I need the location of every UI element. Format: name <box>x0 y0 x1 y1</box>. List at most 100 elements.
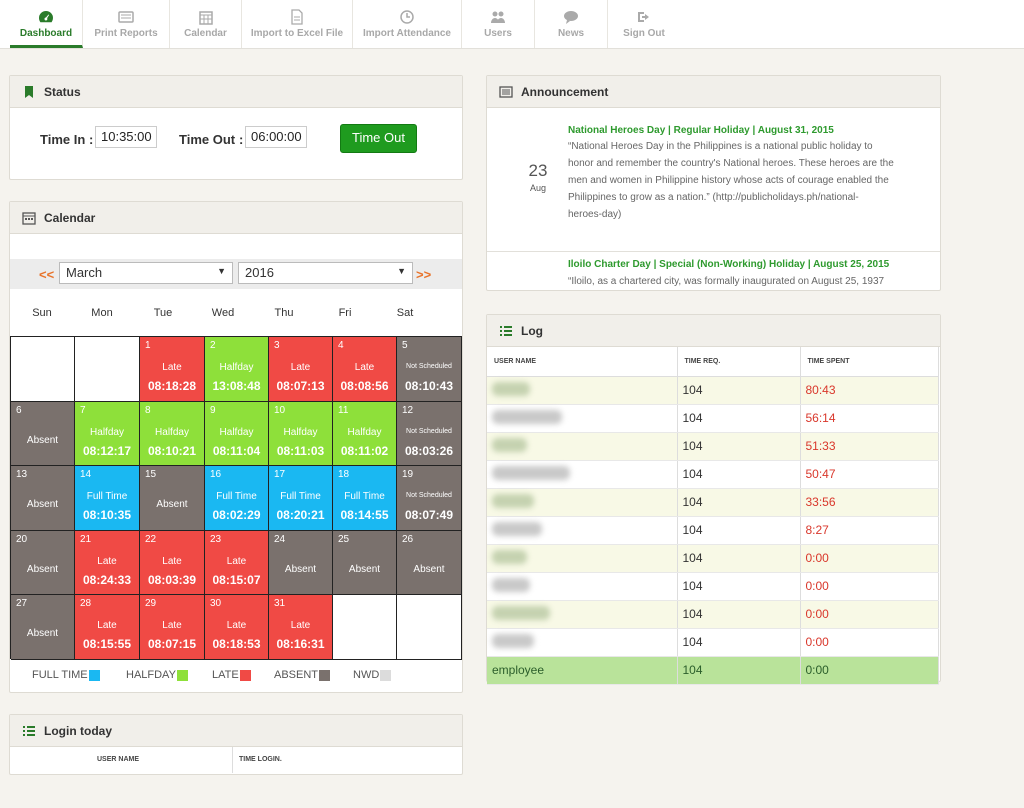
divider <box>232 747 233 773</box>
calendar-day-cell[interactable]: 8 Halfday 08:10:21 <box>140 401 205 467</box>
legend-item: NWD <box>353 669 392 681</box>
nav-users[interactable]: Users <box>462 0 535 48</box>
user-name-cell <box>487 404 678 433</box>
calendar-icon <box>198 11 213 25</box>
table-row[interactable]: 104 50:47 <box>487 460 939 489</box>
table-row[interactable]: 104 51:33 <box>487 432 939 461</box>
nav-sign-out[interactable]: Sign Out <box>608 0 680 48</box>
calendar-day-cell[interactable]: 20 Absent <box>11 530 75 596</box>
year-select[interactable]: 2016 ▼ <box>238 262 413 284</box>
next-month-button[interactable]: >> <box>416 267 432 282</box>
user-name-cell <box>487 488 678 517</box>
calendar-day-cell[interactable]: 22 Late 08:03:39 <box>140 530 205 596</box>
redacted-name <box>492 437 527 452</box>
calendar-day-cell[interactable]: 28 Late 08:15:55 <box>75 595 140 660</box>
calendar-day-cell[interactable]: 17 Full Time 08:20:21 <box>269 466 333 531</box>
panel-title: Login today <box>44 723 112 738</box>
calendar-day-cell[interactable]: 24 Absent <box>269 530 333 596</box>
day-number: 18 <box>338 469 350 481</box>
month-value: March <box>66 265 103 280</box>
panel-header: Calendar <box>10 202 462 234</box>
table-row[interactable]: 104 33:56 <box>487 488 939 517</box>
nav-label: Dashboard <box>19 28 73 39</box>
prev-month-button[interactable]: << <box>39 267 55 282</box>
day-of-week-label: Fri <box>338 307 352 319</box>
redacted-name <box>492 465 570 480</box>
calendar-day-cell[interactable]: 12 Not Scheduled 08:03:26 <box>397 401 462 467</box>
time-out-button[interactable]: Time Out <box>340 124 417 153</box>
day-number: 11 <box>338 404 349 416</box>
calendar-day-cell[interactable]: 2 Halfday 13:08:48 <box>205 337 269 402</box>
calendar-day-cell[interactable]: 9 Halfday 08:11:04 <box>205 401 269 467</box>
calendar-day-cell[interactable]: 14 Full Time 08:10:35 <box>75 466 140 531</box>
calendar-day-cell[interactable]: 6 Absent <box>11 401 75 467</box>
calendar-day-cell[interactable]: 3 Late 08:07:13 <box>269 337 333 402</box>
calendar-day-cell[interactable]: 5 Not Scheduled 08:10:43 <box>397 337 462 402</box>
status-panel: Status Time In : 10:35:00 Time Out : 06:… <box>9 75 463 180</box>
day-number: 31 <box>274 598 286 610</box>
time-in-field[interactable]: 10:35:00 <box>95 126 157 148</box>
nav-print-reports[interactable]: Print Reports <box>83 0 170 48</box>
user-name-cell <box>487 628 678 657</box>
table-row[interactable]: 104 0:00 <box>487 600 939 629</box>
calendar-day-cell[interactable]: 27 Absent <box>11 595 75 660</box>
list-icon <box>500 325 512 336</box>
time-spent-cell: 80:43 <box>800 376 939 405</box>
time-out-field[interactable]: 06:00:00 <box>245 126 307 148</box>
calendar-day-cell[interactable]: 26 Absent <box>397 530 462 596</box>
day-time: 08:11:04 <box>212 443 261 458</box>
legend-item: LATE <box>212 669 251 681</box>
table-row[interactable]: 104 0:00 <box>487 544 939 573</box>
calendar-day-cell[interactable]: 18 Full Time 08:14:55 <box>333 466 397 531</box>
announcement-title[interactable]: National Heroes Day | Regular Holiday | … <box>568 125 834 136</box>
calendar-day-cell[interactable]: 7 Halfday 08:12:17 <box>75 401 140 467</box>
calendar-day-cell[interactable]: 11 Halfday 08:11:02 <box>333 401 397 467</box>
login-today-panel: Login today USER NAME TIME LOGIN. <box>9 714 463 775</box>
calendar-empty-cell <box>333 595 397 660</box>
table-row[interactable]: 104 8:27 <box>487 516 939 545</box>
calendar-day-cell[interactable]: 23 Late 08:15:07 <box>205 530 269 596</box>
table-row[interactable]: 104 0:00 <box>487 572 939 601</box>
nav-news[interactable]: News <box>535 0 608 48</box>
day-number: 28 <box>80 598 92 610</box>
table-row[interactable]: 104 0:00 <box>487 628 939 657</box>
announcement-title[interactable]: Iloilo Charter Day | Special (Non-Workin… <box>568 259 890 270</box>
day-time: 08:18:28 <box>147 379 197 393</box>
nav-dashboard[interactable]: Dashboard <box>10 0 83 48</box>
calendar-empty-cell <box>75 337 140 402</box>
calendar-day-cell[interactable]: 19 Not Scheduled 08:07:49 <box>397 466 462 531</box>
table-row[interactable]: 104 56:14 <box>487 404 939 433</box>
day-status: Late <box>226 620 247 632</box>
nav-calendar[interactable]: Calendar <box>170 0 242 48</box>
calendar-day-cell[interactable]: 1 Late 08:18:28 <box>140 337 205 402</box>
day-time: 08:07:13 <box>276 379 325 393</box>
calendar-day-cell[interactable]: 15 Absent <box>140 466 205 531</box>
calendar-day-cell[interactable]: 29 Late 08:07:15 <box>140 595 205 660</box>
calendar-day-cell[interactable]: 10 Halfday 08:11:03 <box>269 401 333 467</box>
calendar-day-cell[interactable]: 21 Late 08:24:33 <box>75 530 140 596</box>
nav-import-attendance[interactable]: Import Attendance <box>353 0 462 48</box>
panel-title: Log <box>521 323 543 338</box>
legend-label: ABSENT <box>274 669 319 681</box>
table-row[interactable]: employee 104 0:00 <box>487 656 939 685</box>
legend-label: LATE <box>212 669 239 681</box>
legend-swatch <box>239 669 251 681</box>
table-row[interactable]: 104 80:43 <box>487 376 939 405</box>
calendar-day-cell[interactable]: 30 Late 08:18:53 <box>205 595 269 660</box>
calendar-day-cell[interactable]: 4 Late 08:08:56 <box>333 337 397 402</box>
nav-label: Sign Out <box>623 28 665 39</box>
day-number: 17 <box>274 469 286 481</box>
calendar-day-cell[interactable]: 25 Absent <box>333 530 397 596</box>
panel-header: Status <box>10 76 462 108</box>
day-status: Not Scheduled <box>406 492 452 500</box>
nav-import-excel[interactable]: Import to Excel File <box>242 0 353 48</box>
day-time: 08:20:21 <box>276 508 325 523</box>
legend-label: FULL TIME <box>32 669 88 681</box>
time-required-cell: 104 <box>677 600 801 629</box>
calendar-day-cell[interactable]: 13 Absent <box>11 466 75 531</box>
day-status: Absent <box>26 499 59 511</box>
calendar-day-cell[interactable]: 31 Late 08:16:31 <box>269 595 333 660</box>
calendar-day-cell[interactable]: 16 Full Time 08:02:29 <box>205 466 269 531</box>
month-select[interactable]: March ▼ <box>59 262 233 284</box>
user-name-cell <box>487 516 678 545</box>
